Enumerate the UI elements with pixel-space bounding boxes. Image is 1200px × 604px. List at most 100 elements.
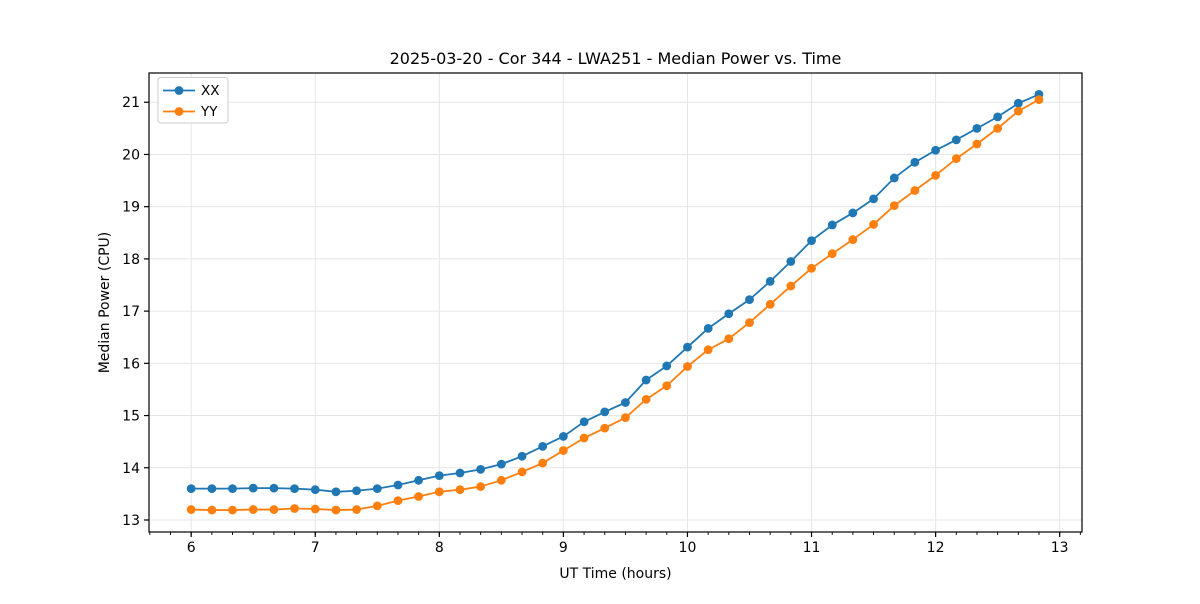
data-point-xx (310, 485, 320, 495)
data-point-xx (600, 407, 610, 417)
data-point-xx (496, 459, 506, 469)
data-point-yy (827, 249, 837, 259)
data-point-xx (993, 112, 1003, 122)
data-point-yy (951, 154, 961, 164)
data-point-yy (579, 433, 589, 443)
y-tick-label: 20 (122, 147, 140, 163)
x-tick-label: 10 (679, 540, 697, 556)
data-point-xx (186, 484, 196, 494)
x-tick-label: 11 (803, 540, 821, 556)
y-tick-label: 18 (122, 252, 140, 268)
data-point-xx (393, 480, 403, 490)
data-point-yy (207, 505, 217, 515)
tick-layer: 6 7 8 9 10 11 12 13 13 14 15 16 17 18 19 20 21 (122, 95, 1081, 556)
x-tick-label: 6 (187, 540, 196, 556)
data-point-yy (269, 505, 279, 514)
data-point-yy (848, 235, 858, 244)
legend-marker (174, 107, 184, 116)
y-tick-label: 14 (122, 461, 140, 477)
data-point-yy (703, 345, 713, 355)
grid-layer (149, 73, 1082, 532)
data-point-yy (931, 170, 940, 180)
data-point-xx (558, 432, 568, 441)
data-point-xx (352, 486, 361, 496)
data-point-xx (228, 484, 237, 494)
series-yy (186, 95, 1044, 515)
data-point-xx (662, 361, 672, 371)
legend-label: XX (201, 83, 220, 99)
data-point-yy (352, 505, 361, 514)
data-point-xx (910, 157, 920, 167)
data-point-yy (434, 487, 444, 497)
x-tick-label: 7 (311, 540, 320, 556)
data-point-yy (662, 381, 672, 391)
data-point-yy (1013, 106, 1023, 116)
data-point-xx (414, 475, 423, 485)
data-point-xx (434, 471, 444, 480)
legend-entry-xx: XX (163, 83, 220, 99)
data-point-xx (931, 145, 940, 155)
y-tick-label: 21 (122, 95, 140, 111)
y-tick-label: 13 (122, 513, 140, 529)
data-point-xx (807, 236, 816, 246)
series-layer (186, 90, 1044, 515)
y-tick-label: 17 (122, 304, 140, 320)
data-point-xx (703, 323, 713, 333)
data-point-xx (745, 295, 754, 305)
data-point-xx (765, 276, 775, 286)
data-point-yy (455, 485, 465, 495)
x-tick-label: 9 (559, 540, 568, 556)
data-point-yy (807, 263, 816, 273)
series-xx (186, 90, 1044, 497)
data-point-xx (455, 468, 465, 478)
data-point-yy (972, 139, 982, 149)
data-point-xx (1013, 98, 1023, 108)
x-axis-label: UT Time (hours) (559, 566, 671, 582)
x-tick-label: 13 (1051, 540, 1069, 556)
data-point-yy (724, 334, 734, 344)
x-tick-label: 12 (927, 540, 945, 556)
data-point-yy (414, 492, 423, 501)
data-point-xx (641, 375, 651, 385)
y-axis-label: Median Power (CPU) (97, 232, 113, 374)
data-point-yy (621, 413, 630, 423)
data-point-xx (683, 342, 692, 352)
data-point-yy (290, 504, 299, 513)
data-point-yy (993, 123, 1003, 133)
data-point-yy (641, 394, 651, 404)
data-point-yy (765, 299, 775, 309)
chart-title: 2025-03-20 - Cor 344 - LWA251 - Median P… (390, 49, 842, 68)
data-point-yy (372, 501, 382, 511)
data-point-yy (910, 186, 920, 195)
data-point-yy (228, 505, 237, 515)
data-point-yy (683, 362, 692, 371)
data-point-xx (951, 135, 961, 145)
data-point-yy (600, 423, 610, 433)
data-point-xx (724, 309, 734, 319)
data-point-xx (869, 194, 878, 204)
data-point-yy (393, 496, 403, 506)
data-point-xx (207, 484, 217, 494)
y-tick-label: 19 (122, 200, 140, 216)
data-point-xx (517, 451, 527, 461)
data-point-yy (476, 482, 486, 491)
data-point-xx (248, 483, 258, 493)
data-point-yy (310, 504, 320, 514)
legend-entry-yy: YY (163, 104, 218, 120)
plot-frame (148, 72, 1083, 533)
legend: XX YY (157, 77, 229, 124)
data-point-xx (972, 123, 982, 133)
x-tick-label: 8 (435, 540, 444, 556)
data-point-xx (889, 173, 899, 183)
data-point-xx (579, 417, 589, 427)
data-point-xx (786, 257, 796, 266)
data-point-yy (186, 505, 196, 514)
data-point-yy (889, 201, 899, 211)
data-point-yy (496, 475, 506, 485)
legend-label: YY (200, 104, 218, 120)
data-point-xx (621, 398, 630, 407)
data-point-xx (848, 208, 858, 218)
data-point-xx (269, 483, 279, 493)
